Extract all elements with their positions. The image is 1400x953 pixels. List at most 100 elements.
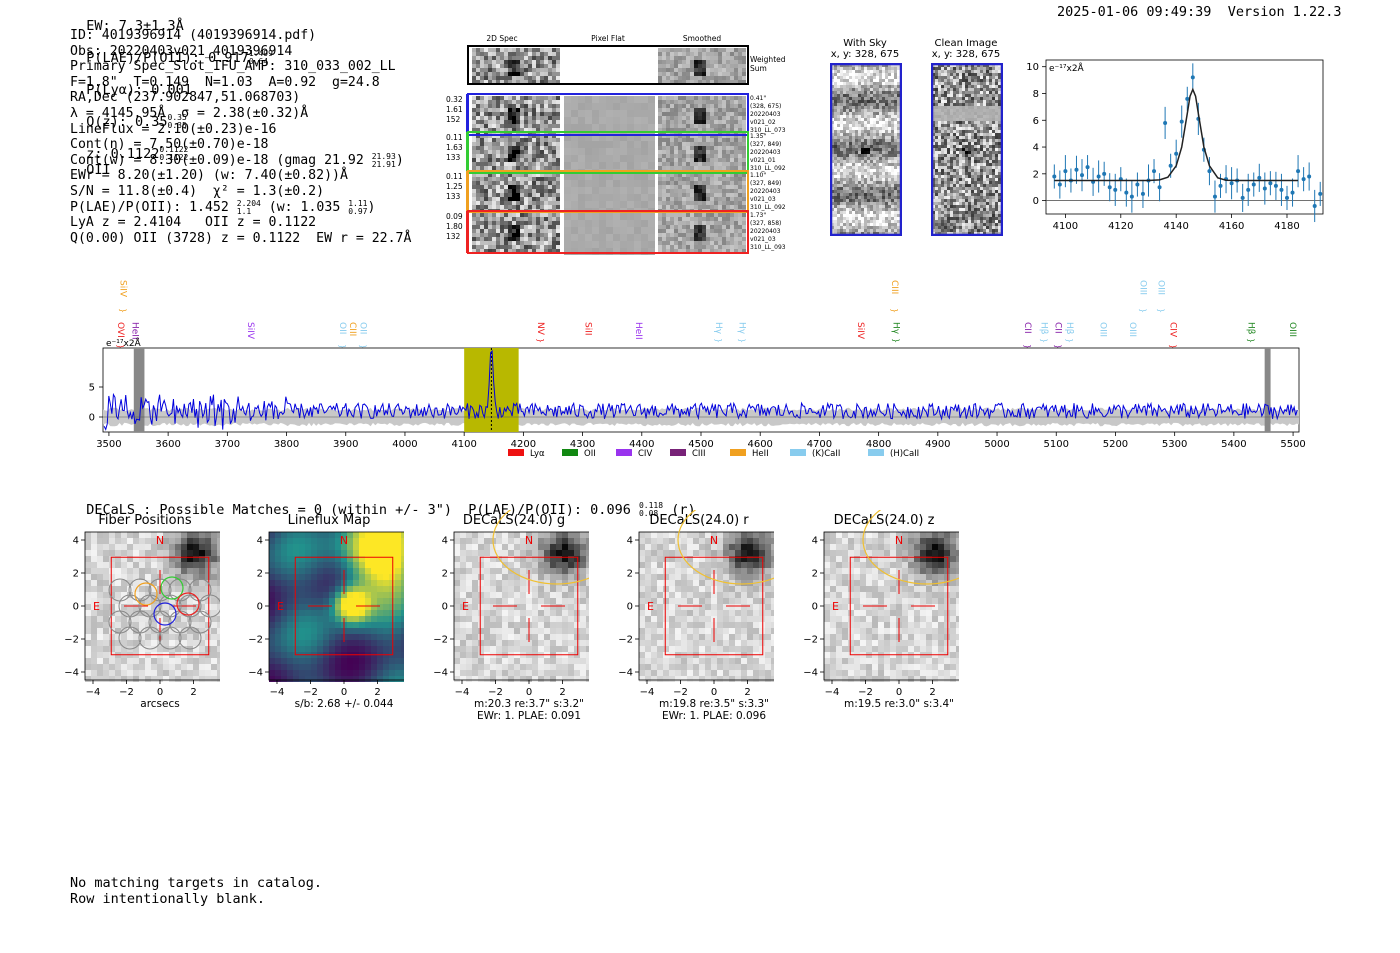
sky-pixel — [849, 130, 852, 133]
sky-pixel — [843, 211, 846, 214]
cutout-pixel — [714, 181, 718, 185]
cutout-pixel — [488, 120, 492, 124]
cutout-pixel — [662, 237, 666, 241]
cutout-pixel — [674, 80, 678, 84]
sky-pixel — [858, 226, 861, 229]
sky-pixel — [867, 163, 870, 166]
cutout-pixel — [714, 96, 718, 100]
cutout-pixel — [686, 96, 690, 100]
sky-pixel — [864, 193, 867, 196]
cutout-pixel — [702, 116, 706, 120]
sky-pixel — [831, 211, 834, 214]
sky-pixel — [843, 142, 846, 145]
cutout-pixel — [520, 116, 524, 120]
sky-pixel — [894, 67, 897, 70]
sky-pixel — [941, 148, 944, 151]
sky-pixel — [870, 70, 873, 73]
cutout-pixel — [528, 138, 532, 142]
cutout-pixel — [706, 120, 710, 124]
sky-pixel — [935, 127, 938, 130]
sky-pixel — [852, 151, 855, 154]
sky-pixel — [941, 133, 944, 136]
sky-pixel — [959, 79, 962, 82]
header-plae-hi: 1.499 — [248, 49, 273, 58]
sky-pixel — [932, 163, 935, 166]
sky-pixel — [968, 178, 971, 181]
cutout-pixel — [488, 138, 492, 142]
cutout-pixel — [492, 108, 496, 112]
sky-pixel — [897, 169, 900, 172]
sky-pixel — [840, 70, 843, 73]
cutout-pixel — [544, 124, 548, 128]
sky-pixel — [965, 172, 968, 175]
cutout-pixel — [620, 148, 627, 155]
sky-pixel — [992, 175, 995, 178]
sky-pixel — [864, 67, 867, 70]
cutout-pixel — [528, 229, 532, 233]
sky-pixel — [873, 124, 876, 127]
sky-pixel — [849, 208, 852, 211]
cutout-pixel — [690, 142, 694, 146]
sky-pixel — [831, 118, 834, 121]
cutout-pixel — [556, 76, 560, 80]
sky-pixel — [834, 130, 837, 133]
cutout-pixel — [564, 117, 571, 124]
cutout-pixel — [571, 248, 578, 255]
cutout-pixel — [488, 52, 492, 56]
cutout-pixel — [520, 177, 524, 181]
cutout-pixel — [627, 141, 634, 148]
cutout-pixel — [488, 96, 492, 100]
sky-pixel — [873, 139, 876, 142]
cutout-row-meta: v021_01 — [750, 157, 776, 164]
with-sky-title: With Sky x, y: 328, 675 — [820, 38, 910, 60]
sky-pixel — [837, 229, 840, 232]
sky-pixel — [989, 130, 992, 133]
cutout-pixel — [662, 193, 666, 197]
cutout-pixel — [694, 64, 698, 68]
cutout-pixel — [674, 108, 678, 112]
cutout-pixel — [682, 60, 686, 64]
cutout-pixel — [476, 213, 480, 217]
sky-pixel — [932, 142, 935, 145]
cutout-pixel — [504, 249, 508, 253]
sky-pixel — [888, 199, 891, 202]
cutout-pixel — [658, 233, 662, 237]
cutout-pixel — [476, 221, 480, 225]
sky-pixel — [882, 91, 885, 94]
cutout-pixel — [706, 72, 710, 76]
sky-pixel — [873, 151, 876, 154]
cutout-pixel — [706, 233, 710, 237]
cutout-pixel — [698, 213, 702, 217]
cutout-pixel — [690, 138, 694, 142]
cutout-pixel — [472, 64, 476, 68]
sky-pixel — [864, 157, 867, 160]
cutout-row-marker — [466, 132, 469, 173]
sky-pixel — [864, 187, 867, 190]
cutout-pixel — [528, 249, 532, 253]
cutout-pixel — [488, 225, 492, 229]
cutout-pixel — [658, 249, 662, 253]
sky-pixel — [941, 115, 944, 118]
cutout-pixel — [508, 233, 512, 237]
cutout-pixel — [504, 225, 508, 229]
cutout-pixel — [682, 173, 686, 177]
cutout-pixel — [722, 128, 726, 132]
cutout-pixel — [726, 108, 730, 112]
cutout-pixel — [556, 68, 560, 72]
cutout-pixel — [694, 146, 698, 150]
cutout-pixel — [540, 68, 544, 72]
sky-pixel — [879, 64, 882, 67]
cutout-pixel — [710, 124, 714, 128]
cutout-pixel — [674, 128, 678, 132]
sky-pixel — [938, 85, 941, 88]
cutout-pixel — [472, 128, 476, 132]
cutout-pixel — [592, 124, 599, 131]
cutout-pixel — [571, 220, 578, 227]
cutout-pixel — [674, 201, 678, 205]
sky-pixel — [944, 115, 947, 118]
cutout-pixel — [714, 72, 718, 76]
header-z-lo: 0.1122 — [159, 153, 189, 162]
cutout-pixel — [484, 96, 488, 100]
cutout-pixel — [718, 217, 722, 221]
sky-pixel — [888, 232, 891, 235]
